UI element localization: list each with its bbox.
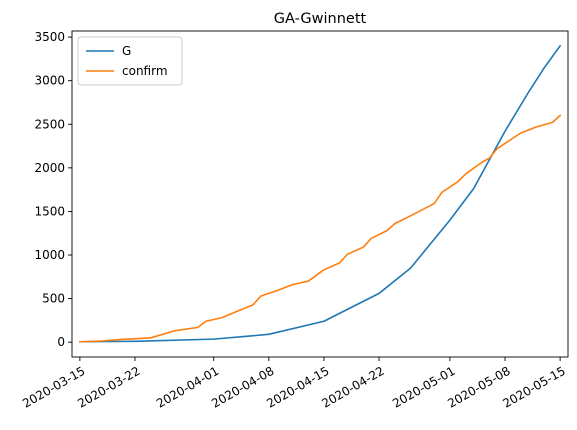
legend-label-confirm: confirm <box>122 64 168 78</box>
plot-area <box>79 44 562 343</box>
y-tick-label: 1500 <box>34 204 65 218</box>
x-tick-label: 2020-05-15 <box>500 364 567 411</box>
legend-box <box>77 36 183 86</box>
plot-frame <box>71 30 569 358</box>
chart-title: GA-Gwinnett <box>274 11 367 27</box>
x-tick-label: 2020-03-22 <box>75 364 142 411</box>
axes: 05001000150020002500300035002020-03-1520… <box>20 30 569 411</box>
x-tick-label: 2020-04-22 <box>319 364 386 411</box>
y-tick-label: 3000 <box>34 74 65 88</box>
y-tick-label: 500 <box>42 292 65 306</box>
series-line-G <box>79 44 562 343</box>
y-tick-label: 0 <box>57 335 65 349</box>
legend-label-G: G <box>122 44 131 58</box>
y-tick-label: 1000 <box>34 248 65 262</box>
series-line-confirm <box>79 114 562 343</box>
y-tick-label: 2500 <box>34 117 65 131</box>
y-tick-label: 2000 <box>34 161 65 175</box>
y-tick-label: 3500 <box>34 30 65 44</box>
